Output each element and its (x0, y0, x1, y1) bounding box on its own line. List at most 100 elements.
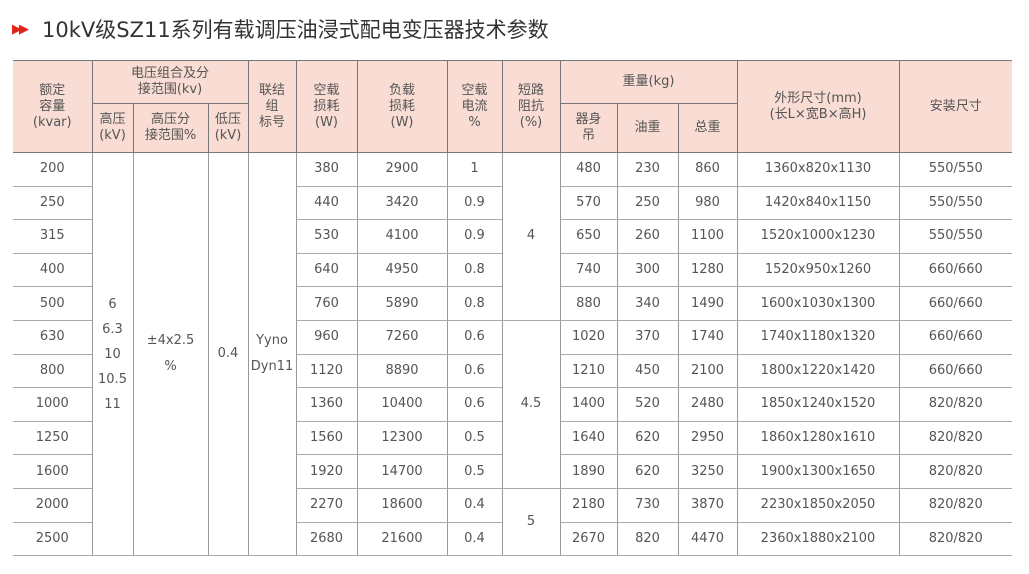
noload-current-cell: 0.6 (446, 353, 503, 389)
oil-weight-cell: 450 (616, 353, 679, 389)
install-size-cell: 820/820 (898, 521, 1012, 557)
noload-loss-cell: 380 (295, 152, 358, 187)
body-weight-cell: 2180 (559, 487, 618, 523)
header-install: 安装尺寸 (898, 60, 1012, 153)
hv-value: 10.5 (98, 371, 127, 387)
noload-loss-cell: 760 (295, 286, 358, 321)
page-title: ▶▶ 10kV级SZ11系列有载调压油浸式配电变压器技术参数 (12, 14, 549, 44)
noload-current-cell: 0.4 (446, 521, 503, 557)
noload-current-cell: 1 (446, 152, 503, 187)
noload-loss-cell: 960 (295, 319, 358, 355)
noload-loss-cell: 2270 (295, 487, 358, 523)
impedance-cell: 4.5 (501, 319, 561, 489)
total-weight-cell: 1100 (677, 219, 738, 254)
capacity-cell: 315 (13, 219, 93, 254)
capacity-cell: 630 (13, 319, 93, 355)
noload-current-cell: 0.5 (446, 454, 503, 489)
table-row: 200 6 6.3 10 10.5 11 ±4x2.5 % 0.4 Yyno Dyn11 380 2… (13, 151, 1012, 557)
header-hv: 高压 (kV) (91, 103, 134, 153)
header-connection: 联结 组 标号 (247, 60, 297, 153)
install-size-cell: 660/660 (898, 353, 1012, 389)
noload-loss-cell: 440 (295, 185, 358, 221)
noload-current-cell: 0.9 (446, 185, 503, 221)
hv-tap-cell: ±4x2.5 % (132, 151, 209, 557)
load-loss-cell: 5890 (356, 286, 448, 321)
noload-current-cell: 0.8 (446, 286, 503, 321)
capacity-cell: 200 (13, 152, 93, 187)
oil-weight-cell: 620 (616, 454, 679, 489)
dimensions-cell: 1850x1240x1520 (736, 387, 900, 422)
table-row: 1250 1560 12300 0.5 1640 620 2950 1860x1280x161… (13, 420, 1012, 456)
connection-cell: Yyno Dyn11 (247, 151, 297, 557)
total-weight-cell: 980 (677, 185, 738, 221)
dimensions-cell: 1360x820x1130 (736, 152, 900, 187)
total-weight-cell: 860 (677, 152, 738, 187)
total-weight-cell: 3250 (677, 454, 738, 489)
header-body: 器身 吊 (559, 103, 618, 153)
install-size-cell: 820/820 (898, 387, 1012, 422)
noload-loss-cell: 1920 (295, 454, 358, 489)
load-loss-cell: 10400 (356, 387, 448, 422)
header-voltage-group: 电压组合及分 接范围(kv) (91, 60, 249, 104)
body-weight-cell: 2670 (559, 521, 618, 557)
total-weight-cell: 2100 (677, 353, 738, 389)
noload-current-cell: 0.6 (446, 319, 503, 355)
oil-weight-cell: 300 (616, 252, 679, 288)
noload-loss-cell: 2680 (295, 521, 358, 557)
oil-weight-cell: 520 (616, 387, 679, 422)
install-size-cell: 660/660 (898, 286, 1012, 321)
dimensions-cell: 1520x950x1260 (736, 252, 900, 288)
install-size-cell: 550/550 (898, 219, 1012, 254)
capacity-cell: 250 (13, 185, 93, 221)
load-loss-cell: 2900 (356, 152, 448, 187)
header-total: 总重 (677, 103, 738, 153)
body-weight-cell: 880 (559, 286, 618, 321)
dimensions-cell: 1900x1300x1650 (736, 454, 900, 489)
load-loss-cell: 8890 (356, 353, 448, 389)
header-load-loss: 负载 损耗 (W) (356, 60, 448, 153)
body-weight-cell: 1020 (559, 319, 618, 355)
body-weight-cell: 1210 (559, 353, 618, 389)
noload-current-cell: 0.9 (446, 219, 503, 254)
table-row: 800 1120 8890 0.6 1210 450 2100 1800x1220x1420 6… (13, 353, 1012, 389)
header-noload-current: 空载 电流 % (446, 60, 503, 153)
dimensions-cell: 1860x1280x1610 (736, 420, 900, 456)
total-weight-cell: 1490 (677, 286, 738, 321)
double-arrow-right-icon: ▶▶ (12, 21, 29, 37)
impedance-cell: 5 (501, 487, 561, 557)
body-weight-cell: 650 (559, 219, 618, 254)
noload-loss-cell: 530 (295, 219, 358, 254)
install-size-cell: 820/820 (898, 454, 1012, 489)
noload-loss-cell: 640 (295, 252, 358, 288)
dimensions-cell: 1420x840x1150 (736, 185, 900, 221)
table-row: 2500 2680 21600 0.4 2670 820 4470 2360x1880x210… (13, 521, 1012, 557)
table-row: 1000 1360 10400 0.6 1400 520 2480 1850x1240x152… (13, 387, 1012, 422)
impedance-cell: 4 (501, 152, 561, 321)
table-row: 500 760 5890 0.8 880 340 1490 1600x1030x1300 660… (13, 286, 1012, 321)
hv-value: 6.3 (102, 321, 123, 337)
load-loss-cell: 21600 (356, 521, 448, 557)
table-row: 630 960 7260 0.6 4.5 1020 370 1740 1740x1180x132… (13, 319, 1012, 489)
table-row: 1600 1920 14700 0.5 1890 620 3250 1900x1300x165… (13, 454, 1012, 489)
hv-values-cell: 6 6.3 10 10.5 11 (91, 151, 134, 557)
header-lv: 低压 (kV) (207, 103, 249, 153)
noload-current-cell: 0.6 (446, 387, 503, 422)
lv-cell: 0.4 (207, 151, 249, 557)
capacity-cell: 800 (13, 353, 93, 389)
load-loss-cell: 4100 (356, 219, 448, 254)
capacity-cell: 500 (13, 286, 93, 321)
install-size-cell: 550/550 (898, 152, 1012, 187)
header-oil: 油重 (616, 103, 679, 153)
header-capacity: 额定 容量 (kvar) (13, 60, 93, 153)
install-size-cell: 820/820 (898, 487, 1012, 523)
capacity-cell: 1250 (13, 420, 93, 456)
oil-weight-cell: 730 (616, 487, 679, 523)
hv-value: 10 (104, 346, 121, 362)
total-weight-cell: 1740 (677, 319, 738, 355)
header-weight: 重量(kg) (559, 60, 738, 104)
total-weight-cell: 4470 (677, 521, 738, 557)
total-weight-cell: 2480 (677, 387, 738, 422)
spec-table: 额定 容量 (kvar) 电压组合及分 接范围(kv) 联结 组 标号 空载 损… (13, 60, 1012, 557)
load-loss-cell: 18600 (356, 487, 448, 523)
load-loss-cell: 12300 (356, 420, 448, 456)
